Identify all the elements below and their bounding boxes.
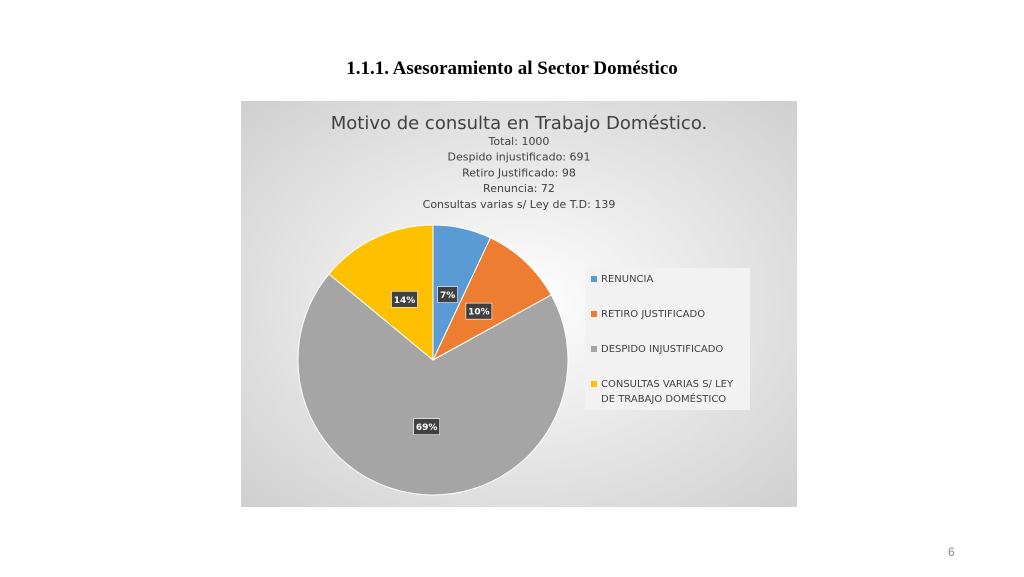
legend-swatch: [591, 381, 597, 387]
chart-subtitle: Consultas varias s/ Ley de T.D: 139: [423, 198, 616, 211]
chart-subtitle: Renuncia: 72: [483, 182, 555, 195]
data-label-box: [437, 286, 458, 303]
legend-entry: RENUNCIA: [591, 272, 744, 287]
data-label-box: [465, 302, 493, 320]
data-label: 69%: [416, 423, 438, 433]
page-number: 6: [948, 545, 955, 559]
legend: RENUNCIA RETIRO JUSTIFICADO DESPIDO INJUST…: [585, 268, 750, 410]
chart-subtitle: Despido injustificado: 691: [448, 151, 591, 164]
legend-swatch: [591, 276, 597, 282]
legend-label: RENUNCIA: [601, 274, 654, 285]
chart-title: Motivo de consulta en Trabajo Doméstico.: [331, 113, 708, 134]
chart-subtitle: Retiro Justificado: 98: [462, 166, 576, 179]
pie-slice: [431, 237, 552, 362]
legend-entry: DESPIDO INJUSTIFICADO: [591, 342, 744, 357]
pie-slice: [328, 224, 434, 362]
data-label-box: [391, 291, 418, 308]
legend-swatch: [591, 346, 597, 352]
legend-swatch: [591, 311, 597, 317]
legend-label: DESPIDO INJUSTIFICADO: [601, 344, 724, 355]
data-label: 10%: [468, 308, 490, 318]
data-label: 14%: [394, 296, 416, 306]
slide-heading: 1.1.1. Asesoramiento al Sector Doméstico: [346, 58, 678, 79]
legend-label: RETIRO JUSTIFICADO: [601, 309, 706, 320]
data-label: 7%: [440, 291, 455, 301]
chart-subtitle: Total: 1000: [488, 135, 550, 148]
pie-slice: [297, 273, 569, 496]
legend-label: CONSULTAS VARIAS S/ LEY DE TRABAJO DOMÉS…: [601, 379, 734, 405]
legend-entry: CONSULTAS VARIAS S/ LEY DE TRABAJO DOMÉS…: [591, 377, 744, 407]
data-label-box: [413, 418, 440, 436]
legend-entry: RETIRO JUSTIFICADO: [591, 307, 744, 322]
